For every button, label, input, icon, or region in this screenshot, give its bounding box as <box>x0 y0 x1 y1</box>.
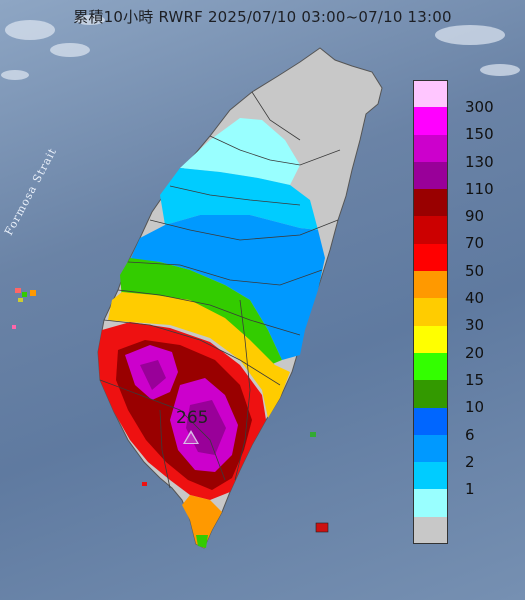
peak-value-label: 265 <box>176 408 209 428</box>
legend-label: 110 <box>465 179 494 198</box>
legend-swatch <box>413 216 448 244</box>
rain-band-130-150 <box>140 360 226 455</box>
legend-label: 30 <box>465 316 485 335</box>
legend-row: 70 <box>413 216 513 252</box>
legend-label: 90 <box>465 207 485 226</box>
legend-row: 300 <box>413 80 513 116</box>
legend-label: 2 <box>465 452 475 471</box>
triangle-marker-icon <box>183 430 199 444</box>
legend-row: 20 <box>413 325 513 362</box>
legend-label: 150 <box>465 125 494 144</box>
legend-row: 40 <box>413 271 513 307</box>
county-boundaries <box>99 91 341 489</box>
legend-swatch <box>413 243 448 272</box>
legend-swatch <box>413 489 448 517</box>
legend-row: 50 <box>413 243 513 280</box>
legend-label: 15 <box>465 370 485 389</box>
legend-label: 70 <box>465 234 485 253</box>
cloud-patches <box>1 15 520 80</box>
legend-row: 110 <box>413 161 513 198</box>
legend-swatch <box>413 325 448 353</box>
legend-row: 90 <box>413 189 513 225</box>
map-title: 累積10小時 RWRF 2025/07/10 03:00~07/10 13:00 <box>73 8 452 26</box>
rain-band-15-20 <box>120 258 282 365</box>
legend-row: 10 <box>413 380 513 416</box>
legend-label: 50 <box>465 261 485 280</box>
legend-swatch <box>413 434 448 463</box>
rainfall-layer <box>98 118 325 548</box>
rain-band-tip-green <box>196 535 208 548</box>
legend-label: 6 <box>465 425 475 444</box>
legend-row <box>413 516 513 545</box>
legend-row: 30 <box>413 298 513 334</box>
legend-swatch <box>413 134 448 162</box>
legend-label: 130 <box>465 152 494 171</box>
legend-swatch <box>413 161 448 190</box>
legend-label: 10 <box>465 398 485 417</box>
rain-band-1 <box>180 118 300 185</box>
legend-swatch <box>413 271 448 299</box>
legend-row: 1 <box>413 462 513 498</box>
offshore-islands <box>12 288 329 533</box>
legend-swatch <box>413 107 448 135</box>
rain-band-6-10 <box>130 215 325 360</box>
legend-swatch <box>413 407 448 435</box>
legend-label: 40 <box>465 289 485 308</box>
legend-row: 2 <box>413 434 513 471</box>
legend-swatch <box>413 462 448 490</box>
rain-band-south-tip <box>182 495 222 548</box>
legend-row: 15 <box>413 352 513 389</box>
legend-label: 300 <box>465 98 494 116</box>
legend-row: 130 <box>413 134 513 171</box>
legend-row: 150 <box>413 107 513 143</box>
legend-swatch <box>413 380 448 408</box>
legend-swatch <box>413 80 448 108</box>
legend-swatch <box>413 516 448 545</box>
legend-swatch <box>413 189 448 217</box>
legend-swatch <box>413 352 448 381</box>
legend-swatch <box>413 298 448 326</box>
legend-row: 6 <box>413 407 513 444</box>
legend-label: 20 <box>465 343 485 362</box>
rainfall-legend: 300 150 130 110 90 70 50 40 30 20 15 10 6 2 1 <box>413 80 513 545</box>
rain-band-30-50 <box>108 292 290 418</box>
legend-row <box>413 489 513 517</box>
legend-label: 1 <box>465 480 475 499</box>
